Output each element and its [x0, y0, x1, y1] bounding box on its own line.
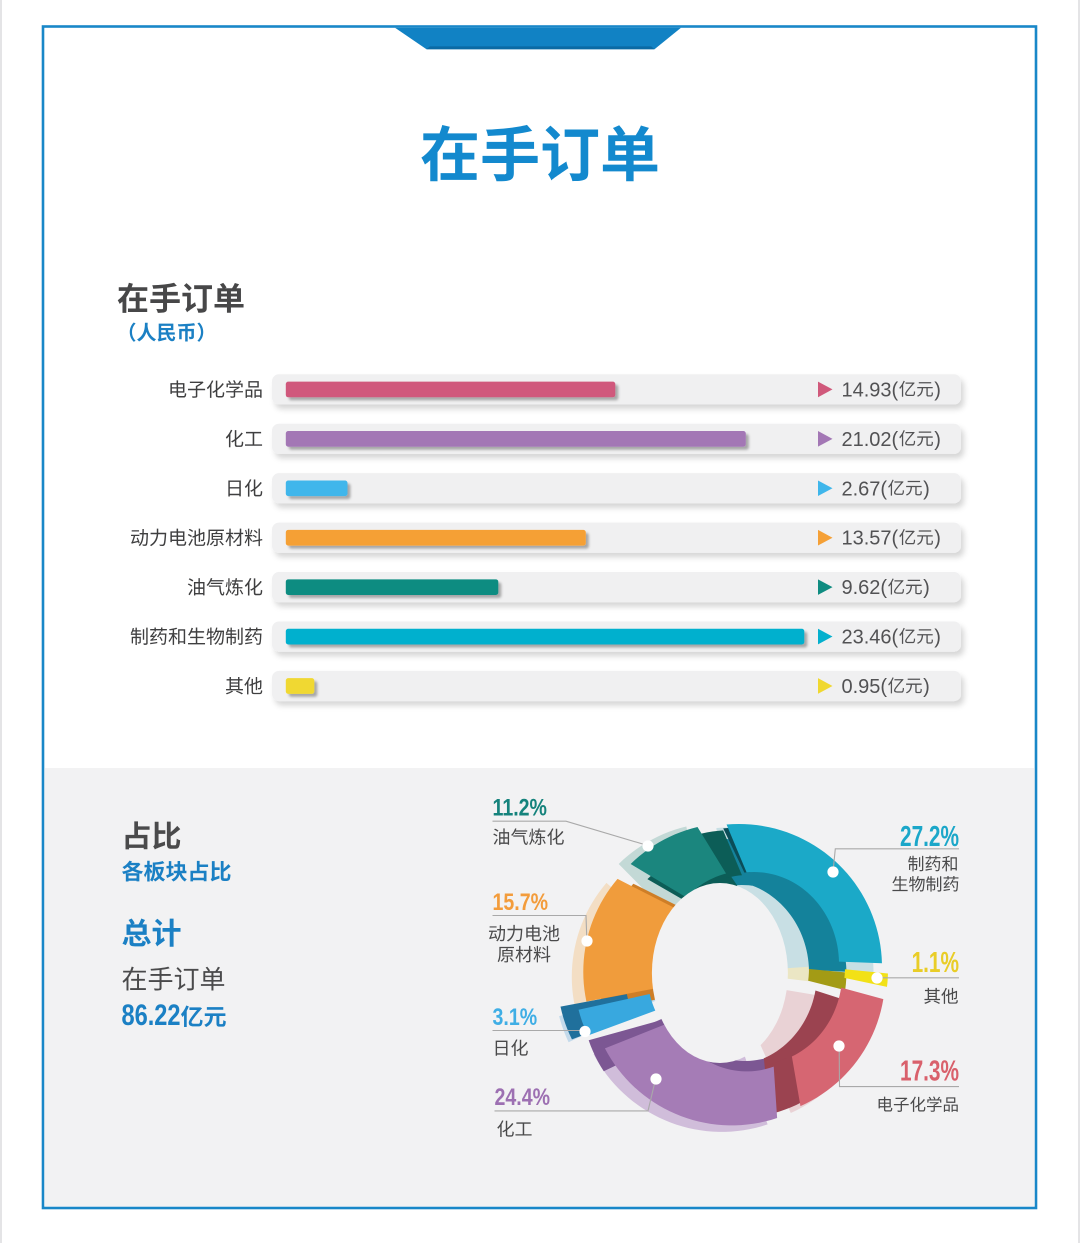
svg-text:13.57(: 13.57(	[842, 528, 899, 550]
svg-text:): )	[923, 676, 930, 698]
svg-text:9.62(: 9.62(	[842, 577, 888, 599]
svg-text:0.95(: 0.95(	[842, 676, 888, 698]
svg-text:): )	[923, 478, 930, 500]
svg-text:23.46(: 23.46(	[842, 627, 899, 649]
svg-text:24.4%: 24.4%	[495, 1083, 551, 1111]
svg-text:11.2%: 11.2%	[493, 793, 548, 821]
svg-text:): )	[934, 429, 941, 451]
svg-text:14.93(: 14.93(	[842, 379, 899, 401]
svg-text:21.02(: 21.02(	[842, 429, 899, 451]
svg-text:): )	[934, 627, 941, 649]
svg-text:86.22: 86.22	[122, 998, 181, 1031]
svg-text:2.67(: 2.67(	[842, 478, 888, 500]
svg-text:27.2%: 27.2%	[900, 821, 959, 853]
svg-text:3.1%: 3.1%	[493, 1003, 538, 1031]
svg-text:): )	[934, 528, 941, 550]
svg-text:1.1%: 1.1%	[912, 947, 959, 979]
svg-text:15.7%: 15.7%	[493, 888, 549, 916]
svg-text:): )	[934, 379, 941, 401]
svg-text:): )	[923, 577, 930, 599]
svg-text:17.3%: 17.3%	[900, 1055, 959, 1087]
